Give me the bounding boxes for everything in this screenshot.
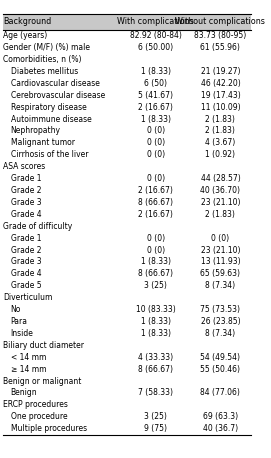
Text: Grade 2: Grade 2 [11,186,41,195]
Text: 0 (0): 0 (0) [147,138,165,147]
Text: 0 (0): 0 (0) [147,245,165,255]
Text: 1 (8.33): 1 (8.33) [141,257,171,267]
Text: 6 (50.00): 6 (50.00) [138,43,173,52]
Text: Para: Para [11,317,28,326]
Text: Respiratory disease: Respiratory disease [11,103,86,112]
Text: Inside: Inside [11,329,34,338]
Text: Multiple procedures: Multiple procedures [11,424,87,433]
Text: 3 (25): 3 (25) [144,412,167,421]
Text: 65 (59.63): 65 (59.63) [201,269,240,278]
Text: 2 (1.83): 2 (1.83) [205,126,235,136]
Text: 54 (49.54): 54 (49.54) [201,353,240,362]
Text: 9 (75): 9 (75) [144,424,167,433]
Text: 75 (73.53): 75 (73.53) [201,305,240,314]
Text: 5 (41.67): 5 (41.67) [138,91,173,100]
Text: 8 (66.67): 8 (66.67) [138,365,173,374]
Text: 0 (0): 0 (0) [147,234,165,243]
Text: Malignant tumor: Malignant tumor [11,138,75,147]
Text: 23 (21.10): 23 (21.10) [201,198,240,207]
Text: 1 (8.33): 1 (8.33) [141,114,171,124]
Text: ERCP procedures: ERCP procedures [3,400,68,409]
Text: 0 (0): 0 (0) [211,234,230,243]
Text: 10 (83.33): 10 (83.33) [136,305,176,314]
Text: 6 (50): 6 (50) [144,79,167,88]
Text: Diverticulum: Diverticulum [3,293,52,302]
Text: 1 (0.92): 1 (0.92) [205,150,235,159]
Text: 61 (55.96): 61 (55.96) [201,43,240,52]
Text: 13 (11.93): 13 (11.93) [201,257,240,267]
Text: 84 (77.06): 84 (77.06) [201,388,240,398]
Text: 1 (8.33): 1 (8.33) [141,329,171,338]
Text: Biliary duct diameter: Biliary duct diameter [3,341,84,350]
Text: 2 (1.83): 2 (1.83) [205,114,235,124]
Text: 8 (66.67): 8 (66.67) [138,198,173,207]
Text: 8 (7.34): 8 (7.34) [205,281,235,290]
Text: 11 (10.09): 11 (10.09) [201,103,240,112]
Text: Diabetes mellitus: Diabetes mellitus [11,67,78,76]
Text: 40 (36.70): 40 (36.70) [201,186,240,195]
Text: 2 (1.83): 2 (1.83) [205,210,235,219]
Text: Grade 5: Grade 5 [11,281,41,290]
Text: 0 (0): 0 (0) [147,150,165,159]
Text: Grade of difficulty: Grade of difficulty [3,222,72,231]
Text: 40 (36.7): 40 (36.7) [203,424,238,433]
Text: Comorbidities, n (%): Comorbidities, n (%) [3,55,82,64]
Text: ASA scores: ASA scores [3,162,45,171]
Text: Grade 2: Grade 2 [11,245,41,255]
Text: Cerebrovascular disease: Cerebrovascular disease [11,91,105,100]
Text: 83.73 (80-95): 83.73 (80-95) [194,31,247,40]
Text: 2 (16.67): 2 (16.67) [138,186,173,195]
Text: Gender (M/F) (%) male: Gender (M/F) (%) male [3,43,90,52]
Text: Without complications: Without complications [176,17,265,26]
Text: Grade 3: Grade 3 [11,257,41,267]
Text: 8 (7.34): 8 (7.34) [205,329,235,338]
FancyBboxPatch shape [2,14,251,30]
Text: Cirrhosis of the liver: Cirrhosis of the liver [11,150,88,159]
Text: Grade 4: Grade 4 [11,269,41,278]
Text: Cardiovascular disease: Cardiovascular disease [11,79,99,88]
Text: 4 (3.67): 4 (3.67) [205,138,235,147]
Text: 55 (50.46): 55 (50.46) [201,365,240,374]
Text: Nephropathy: Nephropathy [11,126,61,136]
Text: 2 (16.67): 2 (16.67) [138,210,173,219]
Text: 82.92 (80-84): 82.92 (80-84) [130,31,182,40]
Text: No: No [11,305,21,314]
Text: 0 (0): 0 (0) [147,174,165,183]
Text: 21 (19.27): 21 (19.27) [201,67,240,76]
Text: 26 (23.85): 26 (23.85) [201,317,240,326]
Text: One procedure: One procedure [11,412,67,421]
Text: ≥ 14 mm: ≥ 14 mm [11,365,46,374]
Text: Grade 1: Grade 1 [11,174,41,183]
Text: 23 (21.10): 23 (21.10) [201,245,240,255]
Text: 1 (8.33): 1 (8.33) [141,317,171,326]
Text: 3 (25): 3 (25) [144,281,167,290]
Text: 2 (16.67): 2 (16.67) [138,103,173,112]
Text: Benign or malignant: Benign or malignant [3,376,81,386]
Text: 1 (8.33): 1 (8.33) [141,67,171,76]
Text: Background: Background [3,17,51,26]
Text: 19 (17.43): 19 (17.43) [201,91,240,100]
Text: 44 (28.57): 44 (28.57) [201,174,240,183]
Text: 0 (0): 0 (0) [147,126,165,136]
Text: Grade 1: Grade 1 [11,234,41,243]
Text: 69 (63.3): 69 (63.3) [203,412,238,421]
Text: With complications: With complications [117,17,194,26]
Text: 8 (66.67): 8 (66.67) [138,269,173,278]
Text: 7 (58.33): 7 (58.33) [138,388,173,398]
Text: Grade 4: Grade 4 [11,210,41,219]
Text: 46 (42.20): 46 (42.20) [201,79,240,88]
Text: < 14 mm: < 14 mm [11,353,46,362]
Text: Age (years): Age (years) [3,31,47,40]
Text: Autoimmune disease: Autoimmune disease [11,114,91,124]
Text: Grade 3: Grade 3 [11,198,41,207]
Text: Benign: Benign [11,388,37,398]
Text: 4 (33.33): 4 (33.33) [138,353,173,362]
